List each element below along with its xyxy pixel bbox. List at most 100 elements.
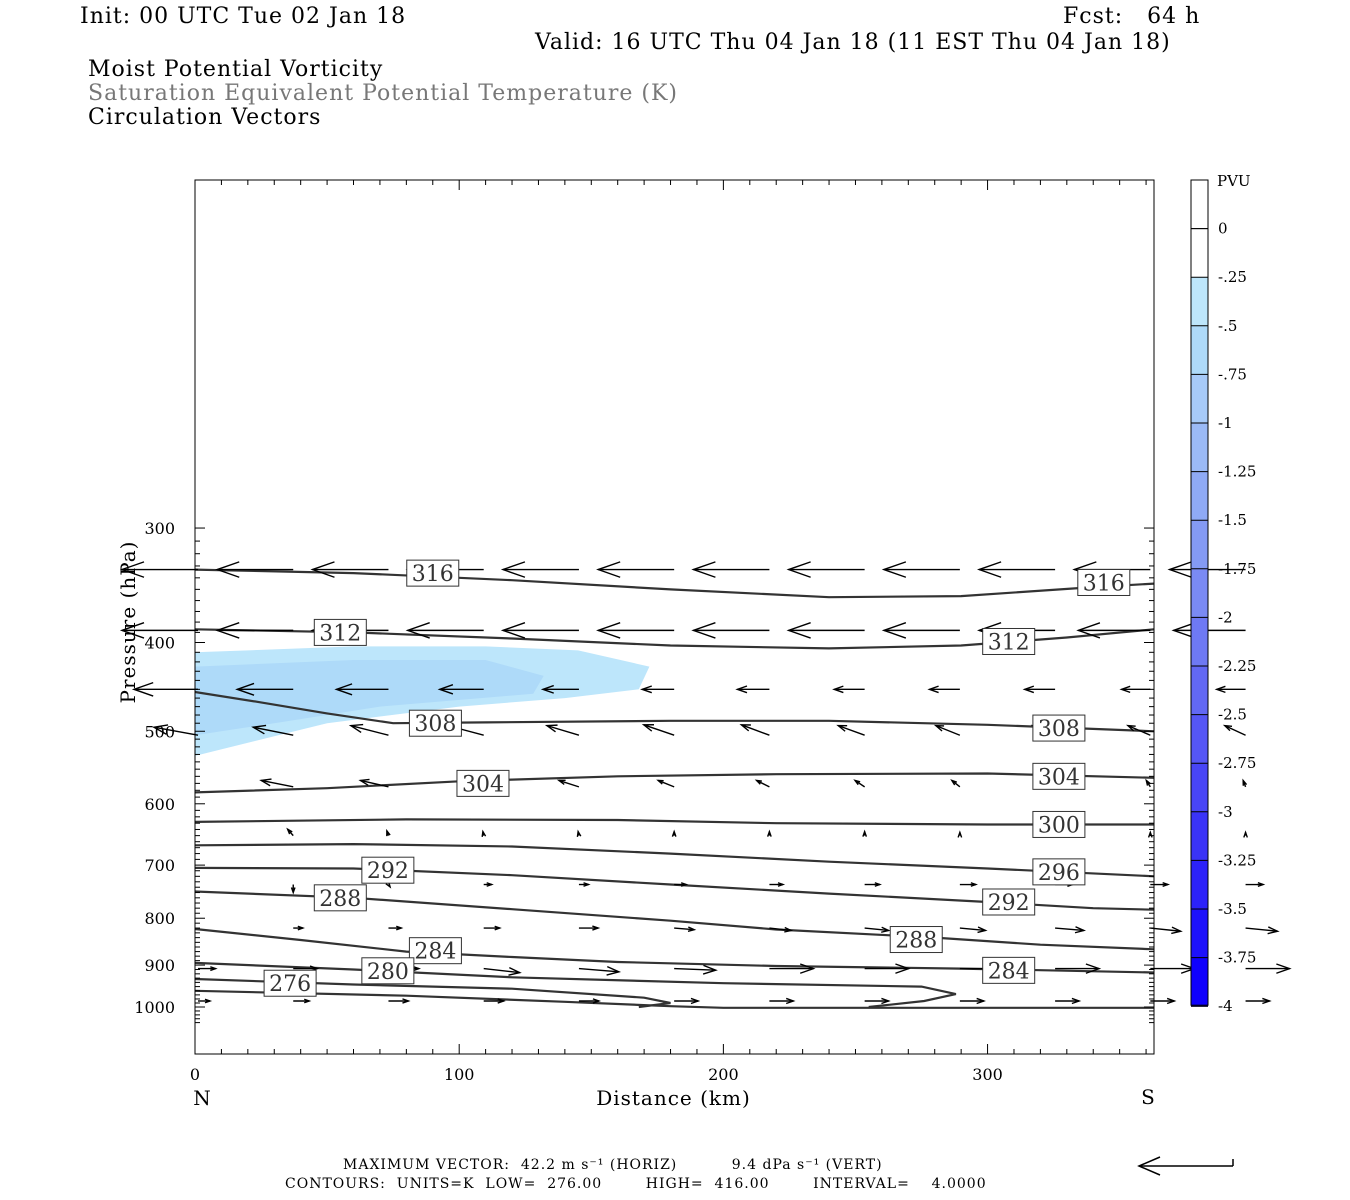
- vector-head: [1074, 926, 1087, 934]
- vector-head: [119, 622, 145, 639]
- circulation-vector: [437, 684, 484, 695]
- vector-head: [786, 561, 811, 578]
- colorbar-tick-label: -1.5: [1218, 511, 1247, 529]
- colorbar-swatch: [1191, 568, 1208, 618]
- colorbar-tick-label: -2.5: [1218, 706, 1247, 724]
- vector-shaft: [959, 927, 986, 932]
- circulation-vector: [1245, 963, 1292, 974]
- vector-head: [1022, 685, 1035, 694]
- circulation-vector: [853, 779, 866, 788]
- circulation-vector: [786, 561, 865, 578]
- init-time: Init: 00 UTC Tue 02 Jan 18: [80, 4, 407, 29]
- colorbar-tick-label: -1.25: [1218, 463, 1256, 481]
- vector-head: [500, 561, 526, 578]
- colorbar-label: PVU: [1217, 172, 1251, 190]
- vector-head: [786, 622, 811, 639]
- circulation-vector: [1125, 724, 1151, 736]
- vector-shaft: [483, 967, 520, 974]
- vector-shaft: [1245, 927, 1278, 932]
- contour-label-box: [263, 969, 317, 997]
- circulation-vector: [544, 724, 580, 736]
- circulation-vector: [754, 779, 770, 788]
- circulation-vector: [405, 622, 484, 639]
- colorbar-swatch: [1191, 423, 1208, 473]
- circulation-vector: [864, 882, 882, 887]
- contour-label-box: [1077, 568, 1131, 596]
- vector-shaft: [935, 724, 961, 736]
- vector-head: [119, 561, 145, 578]
- vector-shaft: [864, 927, 889, 932]
- vector-head: [895, 963, 911, 974]
- vector-shaft: [253, 726, 294, 736]
- circulation-vector: [198, 966, 218, 972]
- contour-label: 312: [319, 621, 361, 646]
- circulation-vector: [119, 622, 198, 639]
- circulation-vector: [151, 724, 199, 736]
- vector-head: [881, 997, 891, 1005]
- vector-head: [977, 926, 988, 934]
- vector-head: [671, 829, 677, 837]
- vector-head: [494, 925, 502, 931]
- colorbar: 0 -.25 -.5 -.75 -1 -1.25 -1.5 -1.75 -2 -2.25 -2.5 -…: [1190, 172, 1256, 1015]
- vector-shaft: [1150, 927, 1181, 932]
- forecast-hour: Fcst: 64 h: [1063, 4, 1201, 29]
- contour-label: 284: [988, 959, 1030, 984]
- vector-head: [151, 724, 169, 735]
- vector-head: [251, 724, 267, 735]
- vector-shaft: [558, 779, 580, 788]
- vector-head: [402, 998, 411, 1004]
- vector-head: [210, 966, 218, 972]
- circulation-vector: [1055, 926, 1087, 934]
- contour-line: [194, 927, 1155, 974]
- field-title-theta-es: Saturation Equivalent Potential Temperat…: [88, 81, 678, 106]
- contour-label: 316: [412, 562, 454, 587]
- contour-label: 308: [1038, 717, 1080, 742]
- vector-head: [950, 779, 958, 786]
- circulation-vector: [691, 622, 770, 639]
- circulation-vector: [1245, 997, 1272, 1005]
- colorbar-swatch: [1191, 957, 1208, 1007]
- circulation-vector: [766, 829, 772, 837]
- vector-head: [1257, 882, 1266, 888]
- vector-head: [881, 926, 891, 933]
- contour-label: 288: [319, 887, 361, 912]
- contour-line: [194, 842, 1155, 878]
- circulation-vector: [862, 829, 868, 837]
- x-tick-label: 100: [444, 1065, 475, 1084]
- vector-head: [1222, 724, 1233, 732]
- vector-head: [754, 779, 762, 785]
- vector-head: [386, 828, 391, 837]
- circulation-vector: [483, 882, 494, 887]
- vector-head: [862, 829, 868, 837]
- circulation-vector: [976, 561, 1056, 578]
- vector-head: [641, 724, 654, 732]
- circulation-vector: [286, 827, 294, 837]
- vector-head: [1262, 997, 1272, 1005]
- colorbar-swatch: [1191, 228, 1208, 278]
- circulation-vector: [957, 830, 963, 838]
- vector-head: [784, 926, 794, 933]
- y-tick-label: 800: [144, 909, 175, 928]
- vector-head: [640, 685, 652, 694]
- contour-info-text: CONTOURS: UNITS=K LOW= 276.00 HIGH= 416.…: [285, 1176, 987, 1192]
- circulation-vector: [769, 882, 786, 887]
- vector-head: [596, 622, 621, 639]
- contour-label-box: [1032, 762, 1086, 790]
- axes-layer: 300 400 500 600 700 800 900 1000 0 100 200 300 Dista…: [116, 180, 1155, 1110]
- vector-head: [310, 561, 335, 578]
- contour-label-box: [1032, 858, 1086, 886]
- circulation-vector: [1022, 685, 1056, 694]
- vector-head: [976, 997, 986, 1005]
- plot-frame: [194, 179, 1155, 1055]
- contour-label: 280: [367, 960, 409, 985]
- circulation-vector: [578, 925, 601, 931]
- colorbar-swatch: [1191, 860, 1208, 910]
- vector-shaft: [546, 724, 580, 736]
- circulation-vector: [500, 622, 579, 639]
- vector-head: [832, 685, 844, 694]
- contour-label-box: [361, 957, 415, 985]
- vector-shaft: [261, 779, 294, 788]
- colorbar-tick-label: -3: [1218, 803, 1233, 821]
- circulation-vector: [1147, 830, 1153, 838]
- circulation-vector: [1222, 724, 1246, 736]
